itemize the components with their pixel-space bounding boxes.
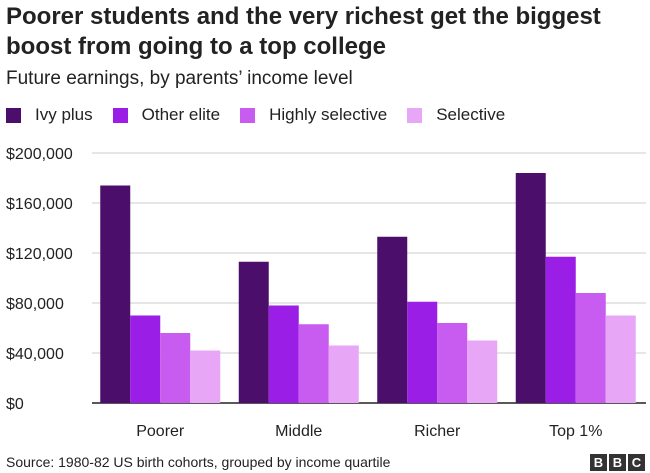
bar [467, 340, 498, 403]
bar [100, 185, 131, 403]
bar [328, 345, 359, 403]
y-tick-label: $200,000 [6, 146, 73, 163]
bar [238, 261, 269, 403]
legend-swatch [112, 107, 128, 123]
bar [575, 293, 606, 403]
x-tick-label: Richer [414, 423, 461, 440]
y-tick-label: $80,000 [6, 296, 64, 313]
x-tick-label: Poorer [136, 423, 185, 440]
legend-swatch [240, 107, 256, 123]
logo-letter: B [609, 454, 626, 471]
bar [437, 323, 468, 403]
bar [268, 305, 299, 403]
source-note: Source: 1980-82 US birth cohorts, groupe… [6, 454, 391, 470]
legend-item-other-elite: Other elite [112, 105, 221, 125]
bar [545, 256, 576, 403]
x-tick-label: Middle [275, 423, 322, 440]
legend-swatch [407, 107, 423, 123]
y-tick-label: $160,000 [6, 196, 73, 213]
bar [298, 324, 329, 403]
legend: Ivy plus Other elite Highly selective Se… [6, 104, 525, 126]
bar [407, 301, 438, 403]
logo-letter: B [590, 454, 607, 471]
y-tick-label: $40,000 [6, 346, 64, 363]
chart-subtitle: Future earnings, by parents’ income leve… [6, 68, 353, 89]
y-tick-label: $120,000 [6, 246, 73, 263]
legend-swatch [6, 107, 21, 123]
legend-item-selective: Selective [407, 105, 505, 125]
legend-label: Highly selective [269, 105, 388, 124]
bar [190, 350, 221, 403]
bar [160, 333, 191, 403]
x-tick-label: Top 1% [549, 423, 602, 440]
bar [605, 315, 636, 403]
bar-chart: $0 $40,000 $80,000 $120,000 $160,000 $200,000… [6, 146, 646, 440]
legend-item-ivy-plus: Ivy plus [6, 105, 93, 125]
logo-letter: C [628, 454, 645, 471]
legend-label: Selective [436, 105, 506, 124]
legend-label: Ivy plus [35, 105, 93, 124]
bar [130, 315, 161, 403]
bar [515, 173, 546, 403]
legend-item-highly-selective: Highly selective [240, 105, 387, 125]
legend-label: Other elite [141, 105, 221, 124]
y-tick-label: $0 [6, 396, 24, 413]
bar [377, 236, 408, 403]
bbc-logo: B B C [588, 454, 645, 471]
chart-title: Poorer students and the very richest get… [6, 3, 601, 60]
